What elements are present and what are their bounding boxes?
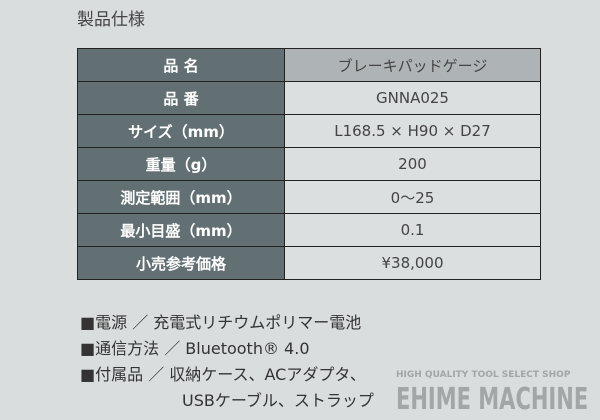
spec-row: サイズ（mm） L168.5 × H90 × D27: [77, 114, 541, 148]
spec-value: 0〜25: [284, 180, 541, 214]
spec-table: 品 名ブレーキパッドゲージ品 番 GNNA025 サイズ（mm） L168.5 × H…: [77, 48, 541, 280]
watermark-brand: EHIME MACHINE: [396, 382, 589, 417]
note-power: ■電源 ／ 充電式リチウムポリマー電池: [80, 313, 362, 332]
spec-row: 品 番 GNNA025: [77, 81, 541, 115]
note-communication: ■通信方法 ／ Bluetooth® 4.0: [80, 339, 310, 358]
note-accessories-cont: USBケーブル、ストラップ: [182, 391, 374, 410]
watermark-tagline: HIGH QUALITY TOOL SELECT SHOP: [396, 370, 571, 380]
spec-value: ブレーキパッドゲージ: [284, 48, 541, 82]
spec-row: 最小目盛（mm） 0.1: [77, 213, 541, 247]
spec-value: L168.5 × H90 × D27: [284, 114, 541, 148]
spec-value: ¥38,000: [284, 246, 541, 280]
note-accessories: ■付属品 ／ 収納ケース、ACアダプタ、: [80, 365, 366, 384]
spec-label: 品 番: [77, 81, 285, 115]
spec-label: サイズ（mm）: [77, 114, 285, 148]
spec-label: 小売参考価格: [77, 246, 285, 280]
spec-row: 品 名ブレーキパッドゲージ: [77, 48, 541, 82]
spec-value: 0.1: [284, 213, 541, 247]
spec-value: GNNA025: [284, 81, 541, 115]
spec-row: 小売参考価格 ¥38,000: [77, 246, 541, 280]
spec-label: 最小目盛（mm）: [77, 213, 285, 247]
spec-value: 200: [284, 147, 541, 181]
spec-label: 重量（g）: [77, 147, 285, 181]
spec-label: 品 名: [77, 48, 285, 82]
spec-row: 重量（g） 200: [77, 147, 541, 181]
section-title: 製品仕様: [77, 10, 145, 30]
spec-row: 測定範囲（mm） 0〜25: [77, 180, 541, 214]
spec-label: 測定範囲（mm）: [77, 180, 285, 214]
spec-notes: ■電源 ／ 充電式リチウムポリマー電池 ■通信方法 ／ Bluetooth® 4…: [80, 310, 374, 414]
